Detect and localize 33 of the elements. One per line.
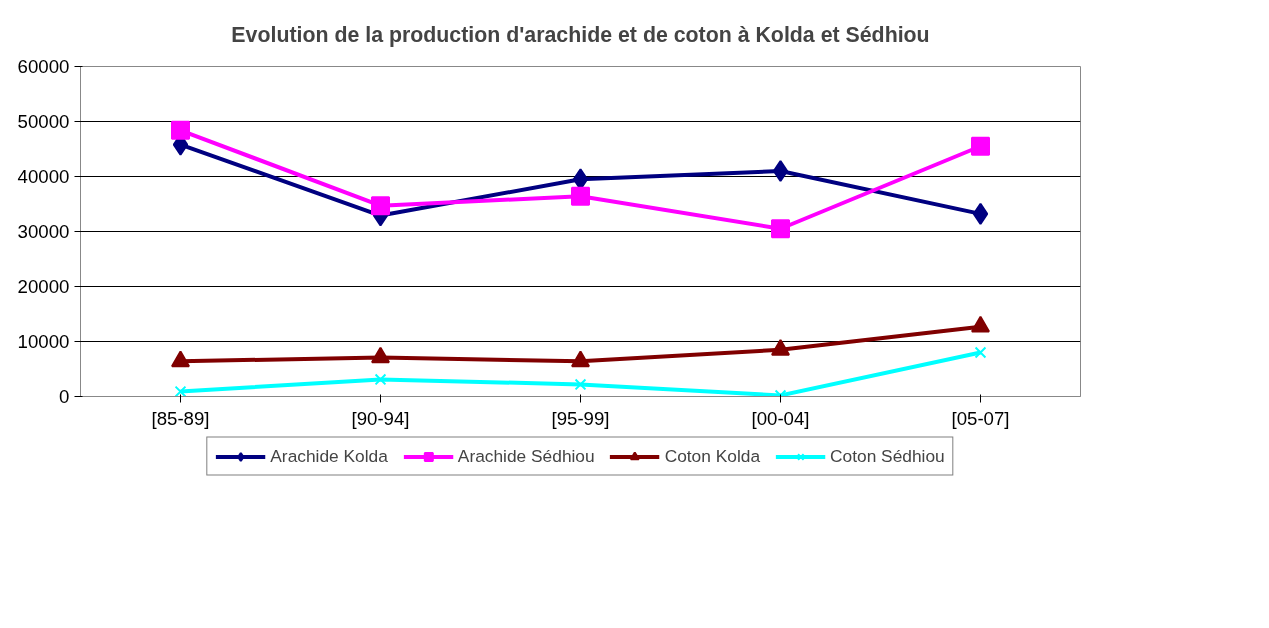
chart-title: Evolution de la production d'arachide et de coton à Kolda et Sédhiou: [231, 22, 930, 47]
point: [771, 338, 790, 356]
legend-label: Arachide Kolda: [270, 445, 388, 467]
point: [971, 315, 990, 333]
x-tick-label: [90-94]: [351, 407, 410, 429]
y-tick-label: 60000: [17, 56, 70, 77]
point: [971, 136, 990, 156]
point: [972, 202, 989, 225]
legend-label: Coton Kolda: [664, 445, 761, 467]
point: [771, 219, 790, 239]
x-tick-label: [85-89]: [151, 407, 210, 429]
y-tick-label: 30000: [17, 221, 70, 242]
y-tick-label: 40000: [17, 166, 70, 187]
y-tick-label: 0: [59, 386, 70, 407]
x-tick-label: [05-07]: [951, 407, 1010, 429]
point: [171, 350, 190, 368]
legend-label: Coton Sédhiou: [830, 445, 945, 467]
point: [571, 186, 590, 206]
y-tick-label: 50000: [17, 111, 70, 132]
point: [772, 160, 789, 182]
x-tick-label: [95-99]: [551, 407, 610, 429]
legend-label: Arachide Sédhiou: [457, 445, 595, 467]
point: [171, 120, 190, 140]
point: [974, 346, 987, 359]
point: [574, 378, 587, 391]
point: [571, 350, 590, 368]
point: [371, 196, 390, 216]
point: [374, 373, 387, 386]
y-tick-label: 10000: [17, 331, 70, 352]
x-tick-label: [00-04]: [751, 407, 810, 429]
point: [371, 346, 390, 364]
y-tick-label: 20000: [17, 276, 70, 297]
point: [174, 385, 187, 397]
